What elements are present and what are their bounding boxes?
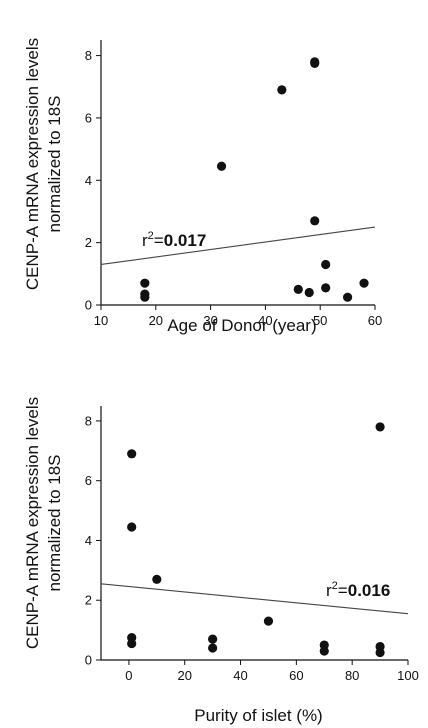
purity-r2-prefix: r	[326, 581, 332, 600]
age-data-point	[140, 292, 150, 302]
purity-data-point	[263, 616, 274, 626]
purity-r2-annotation: r2=0.016	[326, 580, 390, 600]
purity-data-point	[319, 646, 329, 656]
purity-x-tick-label: 0	[125, 668, 132, 683]
age-data-point	[304, 287, 314, 298]
age-r2-superscript: 2	[148, 230, 154, 242]
purity-x-tick-label: 60	[289, 668, 303, 683]
purity-data-point	[375, 422, 385, 432]
age-data-point	[359, 278, 369, 288]
purity-y-axis-label-line2: normalized to 18S	[45, 454, 64, 591]
purity-y-axis-label-line1: CENP-A mRNA expression levels	[23, 397, 42, 649]
age-data-point	[140, 278, 150, 288]
purity-r2-equals: =	[338, 581, 348, 600]
age-x-tick-label: 40	[258, 313, 272, 328]
age-x-tick-label: 30	[203, 313, 217, 328]
age-x-tick-label: 50	[313, 313, 327, 328]
purity-x-tick-label: 20	[177, 668, 191, 683]
purity-data-point	[375, 647, 385, 658]
age-y-tick-label: 8	[85, 48, 92, 63]
age-data-point	[310, 216, 320, 226]
age-r2-equals: =	[154, 231, 164, 250]
age-data-point	[310, 58, 320, 68]
age-x-axis-label: Age of Donor (year)	[167, 316, 316, 335]
purity-y-tick-label: 6	[85, 473, 92, 488]
age-y-tick-label: 2	[85, 235, 92, 250]
purity-y-tick-label: 8	[85, 413, 92, 428]
purity-y-tick-label: 4	[85, 533, 92, 548]
purity-data-point	[208, 634, 218, 644]
age-r2-value: 0.017	[164, 231, 207, 250]
purity-data-point	[208, 643, 218, 653]
age-y-axis-label-line2: normalized to 18S	[45, 95, 64, 232]
age-data-point	[293, 284, 303, 295]
age-y-tick-label: 4	[85, 173, 92, 188]
purity-r2-superscript: 2	[332, 580, 338, 592]
age-r2-annotation: r2=0.017	[142, 230, 206, 250]
purity-r2-value: 0.016	[348, 581, 391, 600]
age-y-axis-label-line1: CENP-A mRNA expression levels	[23, 38, 42, 290]
age-x-tick-label: 60	[368, 313, 382, 328]
purity-data-point	[152, 574, 162, 584]
purity-data-point	[127, 638, 137, 649]
age-r2-prefix: r	[142, 231, 148, 250]
purity-y-tick-label: 2	[85, 593, 92, 608]
purity-x-tick-label: 40	[233, 668, 247, 683]
age-scatter-panel: 0 2 4 6 8 10 20 30 40 50 60 Age of Donor (year) CENP…	[23, 38, 382, 335]
age-data-point	[321, 259, 331, 270]
age-data-point	[343, 292, 353, 302]
purity-data-point	[127, 522, 137, 532]
age-regression-line	[100, 226, 376, 266]
purity-regression-line	[100, 583, 409, 615]
age-data-point	[321, 283, 331, 293]
age-x-tick-label: 20	[149, 313, 163, 328]
age-y-tick-label: 0	[85, 298, 92, 313]
purity-y-tick-label: 0	[85, 653, 92, 668]
purity-x-tick-label: 100	[397, 668, 419, 683]
purity-data-point	[127, 449, 137, 459]
purity-x-tick-label: 80	[345, 668, 359, 683]
age-x-tick-label: 10	[94, 313, 108, 328]
age-data-point	[216, 161, 227, 171]
age-y-tick-label: 6	[85, 110, 92, 125]
purity-x-axis-label: Purity of islet (%)	[194, 706, 322, 725]
age-data-point	[277, 85, 287, 95]
